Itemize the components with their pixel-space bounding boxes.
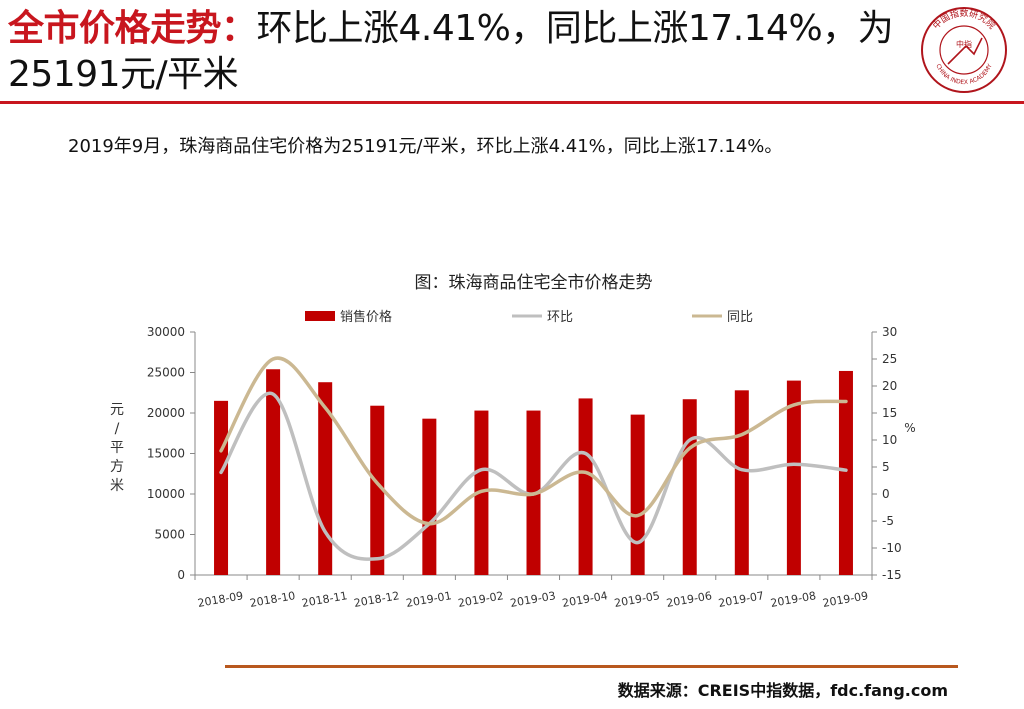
y2-tick-label: -10	[882, 541, 902, 555]
price-bar	[734, 390, 749, 575]
chart-title: 图：珠海商品住宅全市价格走势	[415, 273, 653, 293]
y2-tick-label: 30	[882, 325, 897, 339]
price-bar	[266, 369, 281, 575]
price-bar	[786, 380, 801, 575]
data-source: 数据来源：CREIS中指数据，fdc.fang.com	[617, 681, 948, 700]
price-bar	[838, 370, 853, 575]
yoy-line	[219, 356, 848, 526]
y-axis-label-char: /	[115, 421, 120, 437]
logo-center-text: 中指	[956, 39, 972, 49]
y2-tick-label: 5	[882, 460, 890, 474]
y-tick-label: 20000	[147, 406, 185, 420]
y2-tick-label: 15	[882, 406, 897, 420]
y-tick-label: 30000	[147, 325, 185, 339]
price-bar	[630, 414, 645, 575]
legend-label: 同比	[727, 310, 753, 325]
title-highlight: 全市价格走势：	[8, 8, 257, 49]
legend-swatch	[305, 311, 335, 321]
y-tick-label: 5000	[154, 528, 185, 542]
x-tick-label: 2018-09	[197, 589, 245, 610]
x-tick-label: 2019-04	[561, 589, 609, 610]
x-tick-label: 2018-10	[249, 589, 297, 610]
legend-label: 销售价格	[340, 309, 392, 325]
x-tick-label: 2018-12	[353, 589, 401, 610]
x-tick-label: 2019-01	[405, 589, 453, 610]
x-tick-label: 2018-11	[301, 589, 349, 610]
title-rest: 环比上涨4.41%，同比上涨17.14%，为25191元/平米	[8, 8, 894, 95]
x-tick-label: 2019-09	[822, 589, 870, 610]
y-tick-label: 10000	[147, 487, 185, 501]
y2-tick-label: 10	[882, 433, 897, 447]
y2-tick-label: 0	[882, 487, 890, 501]
x-tick-label: 2019-06	[665, 589, 713, 610]
logo: 中国指数研究院 CHINA INDEX ACADEMY 中指	[921, 7, 1007, 93]
y2-tick-label: -5	[882, 514, 894, 528]
price-bar	[370, 405, 385, 575]
y-tick-label: 25000	[147, 366, 185, 380]
price-bar	[422, 418, 437, 575]
price-bar	[578, 398, 593, 575]
y-tick-label: 0	[177, 568, 185, 582]
page-title: 全市价格走势：环比上涨4.41%，同比上涨17.14%，为25191元/平米	[8, 6, 908, 98]
title-rule	[0, 101, 1024, 104]
y-axis-label-char: 方	[110, 459, 124, 475]
x-tick-label: 2019-05	[613, 589, 661, 610]
price-bar	[682, 399, 697, 575]
y2-tick-label: 20	[882, 379, 897, 393]
x-tick-label: 2019-07	[717, 589, 765, 610]
y2-tick-label: 25	[882, 352, 897, 366]
x-tick-label: 2019-03	[509, 589, 557, 610]
y2-tick-label: -15	[882, 568, 902, 582]
y-axis-label-char: 元	[110, 402, 124, 418]
y-tick-label: 15000	[147, 447, 185, 461]
y2-axis-label: %	[904, 421, 915, 435]
y-axis-label-char: 米	[110, 478, 124, 494]
price-bar	[214, 400, 229, 575]
footer-rule	[225, 665, 958, 668]
legend-label: 环比	[547, 310, 573, 325]
x-tick-label: 2019-08	[770, 589, 818, 610]
y-axis-label-char: 平	[110, 440, 124, 456]
x-tick-label: 2019-02	[457, 589, 505, 610]
summary-text: 2019年9月，珠海商品住宅价格为25191元/平米，环比上涨4.41%，同比上…	[68, 136, 783, 157]
